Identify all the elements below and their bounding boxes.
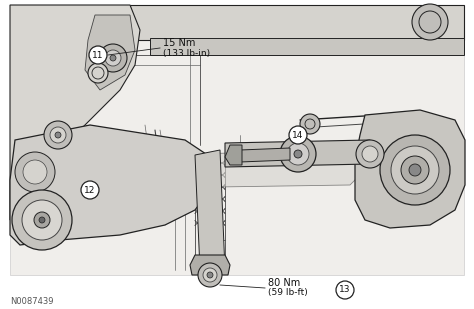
- Circle shape: [15, 152, 55, 192]
- Circle shape: [34, 212, 50, 228]
- Polygon shape: [150, 150, 360, 188]
- Circle shape: [44, 121, 72, 149]
- Circle shape: [39, 217, 45, 223]
- Circle shape: [22, 200, 62, 240]
- Polygon shape: [225, 145, 242, 165]
- Circle shape: [81, 181, 99, 199]
- Circle shape: [89, 46, 107, 64]
- Circle shape: [280, 136, 316, 172]
- Polygon shape: [150, 38, 464, 55]
- Circle shape: [356, 140, 384, 168]
- Text: N0087439: N0087439: [10, 298, 54, 307]
- Circle shape: [409, 164, 421, 176]
- Circle shape: [289, 126, 307, 144]
- Circle shape: [55, 132, 61, 138]
- Circle shape: [99, 44, 127, 72]
- Polygon shape: [225, 140, 375, 167]
- Polygon shape: [10, 5, 464, 275]
- Text: 15 Nm: 15 Nm: [163, 38, 195, 48]
- Circle shape: [50, 127, 66, 143]
- Circle shape: [110, 55, 116, 61]
- Polygon shape: [85, 15, 135, 90]
- Circle shape: [23, 160, 47, 184]
- Circle shape: [412, 4, 448, 40]
- Circle shape: [294, 150, 302, 158]
- Polygon shape: [10, 125, 215, 245]
- Polygon shape: [10, 5, 140, 220]
- Circle shape: [362, 146, 378, 162]
- Circle shape: [401, 156, 429, 184]
- Circle shape: [105, 50, 121, 66]
- Circle shape: [198, 263, 222, 287]
- Polygon shape: [130, 5, 464, 40]
- Polygon shape: [190, 255, 230, 275]
- Circle shape: [380, 135, 450, 205]
- Text: 13: 13: [339, 286, 351, 294]
- Text: (59 lb-ft): (59 lb-ft): [268, 289, 308, 298]
- Circle shape: [207, 272, 213, 278]
- Circle shape: [88, 63, 108, 83]
- Text: 14: 14: [292, 130, 304, 139]
- Circle shape: [287, 143, 309, 165]
- Polygon shape: [355, 110, 465, 228]
- Polygon shape: [240, 148, 290, 162]
- Circle shape: [391, 146, 439, 194]
- Circle shape: [300, 114, 320, 134]
- Text: (133 lb-in): (133 lb-in): [163, 49, 210, 57]
- Text: 80 Nm: 80 Nm: [268, 278, 300, 288]
- Text: 11: 11: [92, 50, 104, 60]
- Circle shape: [203, 268, 217, 282]
- Circle shape: [12, 190, 72, 250]
- Text: 12: 12: [84, 185, 96, 194]
- Circle shape: [336, 281, 354, 299]
- Polygon shape: [195, 150, 225, 270]
